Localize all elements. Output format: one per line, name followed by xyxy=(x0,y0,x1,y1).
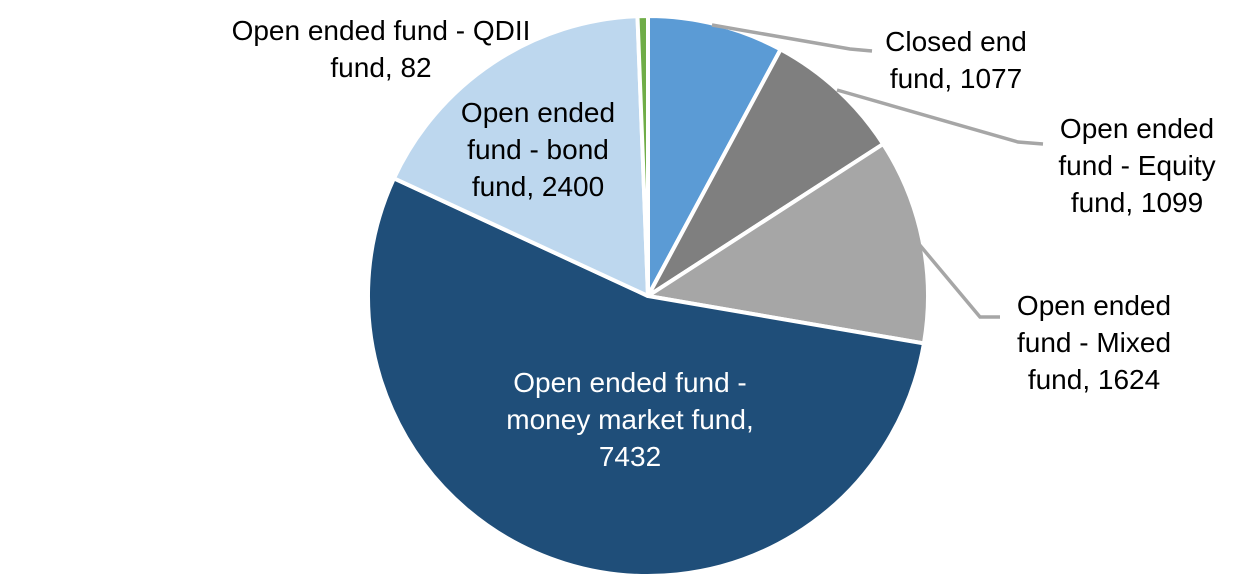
slice-label-1: Open ended fund - Equity fund, 1099 xyxy=(1058,113,1216,218)
pie-slice-4 xyxy=(391,14,650,298)
slice-label-4: Open ended fund - bond fund, 2400 xyxy=(460,97,616,202)
pie-slice-5 xyxy=(635,14,650,298)
leader-line-2 xyxy=(916,241,1000,319)
slice-label-0: Closed end fund, 1077 xyxy=(885,26,1027,94)
slice-label-5: Open ended fund - QDII fund, 82 xyxy=(231,15,531,83)
leader-line-0 xyxy=(711,23,873,53)
pie-slice-3 xyxy=(366,176,926,578)
slice-label-3: Open ended fund - money market fund, 743… xyxy=(506,367,754,472)
pie-slice-2 xyxy=(646,142,930,346)
slice-label-2: Open ended fund - Mixed fund, 1624 xyxy=(1016,290,1172,395)
leader-line-1 xyxy=(836,88,1044,146)
